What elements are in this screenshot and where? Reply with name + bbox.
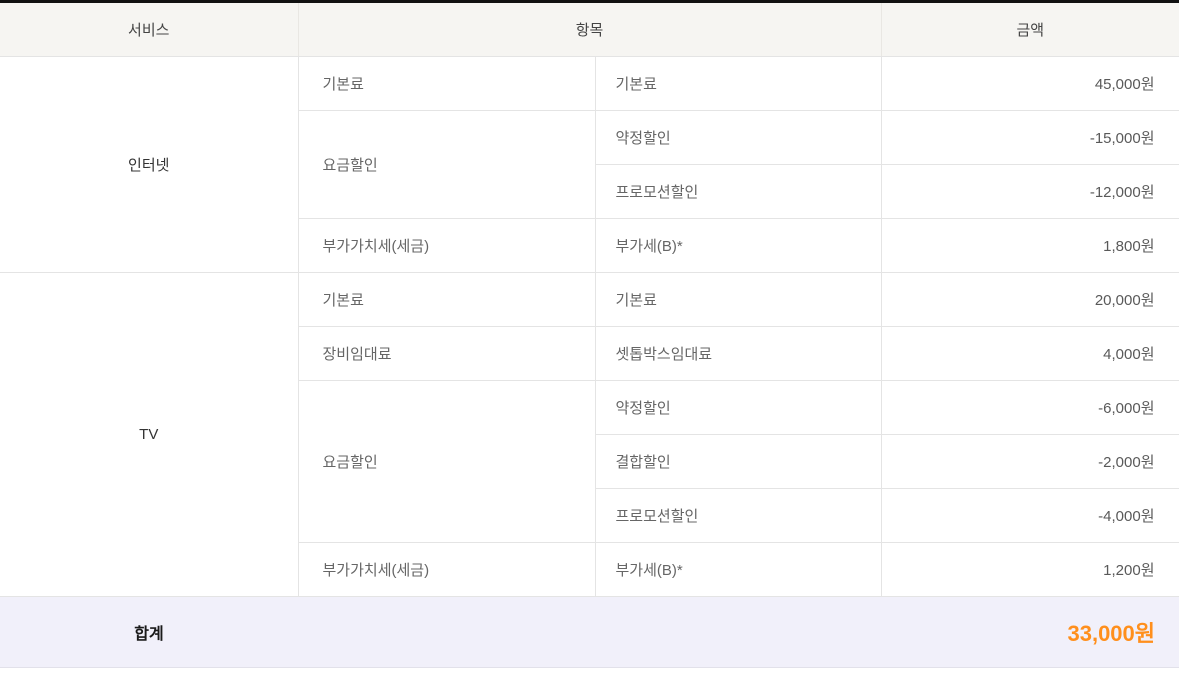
item-cell: 셋톱박스임대료 bbox=[594, 326, 882, 381]
amount-cell: -12,000원 bbox=[880, 164, 1179, 219]
amount-cell: -4,000원 bbox=[880, 488, 1179, 543]
header-amount: 금액 bbox=[880, 1, 1179, 57]
item-cell: 결합할인 bbox=[594, 434, 882, 489]
table-row: 부가가치세(세금) 부가세(B)* 1,800원 bbox=[0, 218, 1179, 273]
item-cell: 프로모션할인 bbox=[594, 488, 882, 543]
amount-cell: 20,000원 bbox=[880, 272, 1179, 327]
item-cell: 기본료 bbox=[594, 272, 882, 327]
item-cell: 기본료 bbox=[594, 56, 882, 111]
header-service: 서비스 bbox=[0, 1, 298, 57]
table-row: 인터넷 기본료 기본료 45,000원 bbox=[0, 56, 1179, 273]
category-cell: 장비임대료 bbox=[297, 326, 595, 381]
category-cell: 요금할인 bbox=[297, 380, 595, 543]
table-header: 서비스 항목 금액 bbox=[0, 1, 1179, 57]
amount-cell: -2,000원 bbox=[880, 434, 1179, 489]
category-cell: 기본료 bbox=[297, 56, 595, 111]
item-cell: 약정할인 bbox=[594, 380, 882, 435]
amount-cell: 1,800원 bbox=[880, 218, 1179, 273]
item-cell: 프로모션할인 bbox=[594, 164, 882, 219]
table-row: 요금할인 약정할인 -6,000원 bbox=[0, 380, 1179, 543]
table-footer: 합계 33,000원 bbox=[0, 596, 1179, 668]
item-cell: 부가세(B)* bbox=[594, 218, 882, 273]
category-cell: 부가가치세(세금) bbox=[297, 218, 595, 273]
amount-cell: 45,000원 bbox=[880, 56, 1179, 111]
service-cell: TV bbox=[0, 272, 298, 597]
table-row: 프로모션할인 -12,000원 bbox=[0, 164, 1179, 219]
amount-cell: 1,200원 bbox=[880, 542, 1179, 597]
table-body: 인터넷 기본료 기본료 45,000원 요금할인 약정할인 -15,000원 프로모션할인 -1… bbox=[0, 56, 1179, 597]
total-amount: 33,000원 bbox=[298, 596, 1179, 668]
header-item: 항목 bbox=[297, 1, 882, 57]
table-row: 결합할인 -2,000원 bbox=[0, 434, 1179, 489]
total-label: 합계 bbox=[0, 596, 298, 668]
total-row: 합계 33,000원 bbox=[0, 596, 1179, 668]
table-row: TV 기본료 기본료 20,000원 bbox=[0, 272, 1179, 597]
item-cell: 약정할인 bbox=[594, 110, 882, 165]
table-row: 부가가치세(세금) 부가세(B)* 1,200원 bbox=[0, 542, 1179, 597]
header-row: 서비스 항목 금액 bbox=[0, 1, 1179, 57]
table-row: 요금할인 약정할인 -15,000원 bbox=[0, 110, 1179, 219]
category-cell: 요금할인 bbox=[297, 110, 595, 219]
category-cell: 기본료 bbox=[297, 272, 595, 327]
amount-cell: 4,000원 bbox=[880, 326, 1179, 381]
amount-cell: -15,000원 bbox=[880, 110, 1179, 165]
table-row: 장비임대료 셋톱박스임대료 4,000원 bbox=[0, 326, 1179, 381]
item-cell: 부가세(B)* bbox=[594, 542, 882, 597]
table-row: 프로모션할인 -4,000원 bbox=[0, 488, 1179, 543]
amount-cell: -6,000원 bbox=[880, 380, 1179, 435]
service-cell: 인터넷 bbox=[0, 56, 298, 273]
category-cell: 부가가치세(세금) bbox=[297, 542, 595, 597]
